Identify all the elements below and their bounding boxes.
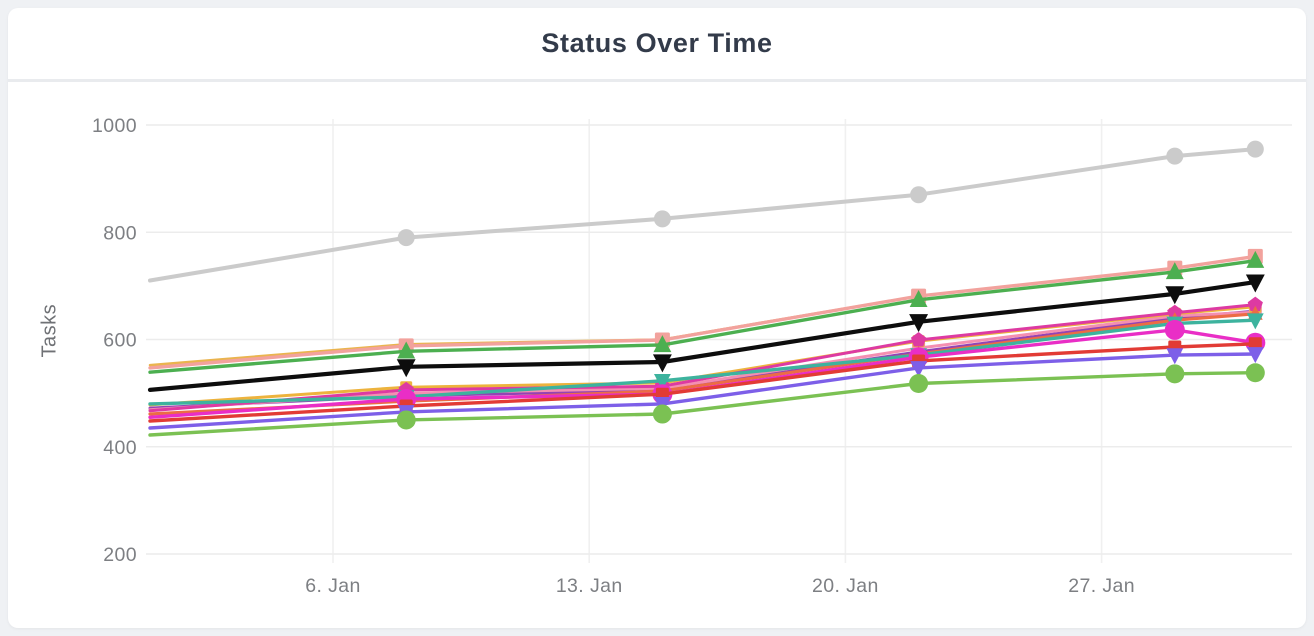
widget-body: Tasks 200 400 600 800 1000 6. Jan 13. Jan 20. J… bbox=[8, 82, 1306, 625]
data-point-black[interactable] bbox=[652, 354, 672, 373]
data-point-magenta[interactable] bbox=[1164, 319, 1185, 340]
data-point-light-green[interactable] bbox=[652, 404, 672, 424]
series-line-red bbox=[148, 342, 1258, 423]
data-point-light-green[interactable] bbox=[909, 373, 929, 393]
series-line-yellow-top bbox=[148, 255, 1257, 367]
data-point-magenta-pink[interactable] bbox=[911, 332, 927, 347]
data-point-light-gray[interactable] bbox=[1166, 147, 1184, 165]
data-point-green[interactable] bbox=[397, 341, 416, 359]
x-tick-label: 13. Jan bbox=[556, 575, 623, 597]
data-point-teal[interactable] bbox=[654, 373, 671, 390]
data-point-black[interactable] bbox=[1165, 286, 1185, 305]
series-line-violet bbox=[148, 352, 1258, 430]
data-point-green[interactable] bbox=[909, 290, 928, 308]
series-line-light-green bbox=[148, 371, 1258, 437]
data-point-light-green[interactable] bbox=[396, 410, 416, 430]
data-point-light-green[interactable] bbox=[1165, 364, 1185, 384]
x-tick-label: 27. Jan bbox=[1068, 575, 1135, 597]
data-point-light-gray[interactable] bbox=[653, 210, 671, 228]
data-point-light-gray[interactable] bbox=[397, 229, 415, 247]
y-tick-label: 800 bbox=[103, 222, 137, 244]
data-point-green[interactable] bbox=[653, 335, 672, 353]
status-line-chart[interactable]: 200 400 600 800 1000 6. Jan 13. Jan 20. Jan 27. … bbox=[8, 82, 1306, 625]
data-point-magenta-pink[interactable] bbox=[1167, 304, 1183, 320]
data-point-green[interactable] bbox=[1165, 262, 1184, 280]
y-tick-label: 600 bbox=[103, 330, 137, 352]
data-point-magenta-pink[interactable] bbox=[1247, 296, 1263, 312]
data-point-black[interactable] bbox=[396, 359, 416, 378]
data-point-green[interactable] bbox=[1246, 250, 1265, 268]
series-line-teal bbox=[148, 318, 1258, 406]
chart-title: Status Over Time bbox=[541, 28, 773, 58]
data-point-light-gray[interactable] bbox=[1246, 140, 1264, 158]
data-point-black[interactable] bbox=[1245, 274, 1265, 293]
data-point-light-gray[interactable] bbox=[910, 186, 928, 204]
series-line-light-gray bbox=[148, 147, 1258, 283]
y-tick-label: 400 bbox=[103, 437, 137, 459]
x-tick-label: 20. Jan bbox=[812, 575, 879, 597]
series-line-black bbox=[147, 280, 1258, 392]
widget-header: Status Over Time bbox=[8, 8, 1306, 82]
series-line-magenta bbox=[148, 328, 1258, 419]
data-point-violet[interactable] bbox=[1246, 347, 1264, 364]
status-over-time-widget: Status Over Time Tasks 200 400 600 800 1000 6… bbox=[8, 8, 1306, 628]
data-point-light-green[interactable] bbox=[1245, 363, 1265, 383]
series-line-green bbox=[148, 259, 1258, 374]
data-point-red[interactable] bbox=[1248, 337, 1262, 351]
data-point-black[interactable] bbox=[909, 314, 929, 333]
data-point-violet[interactable] bbox=[910, 361, 927, 378]
y-tick-label: 200 bbox=[103, 544, 137, 566]
x-tick-label: 6. Jan bbox=[305, 575, 361, 597]
data-point-teal[interactable] bbox=[1246, 313, 1264, 330]
y-tick-label: 1000 bbox=[92, 115, 137, 137]
data-point-violet[interactable] bbox=[1166, 348, 1184, 365]
series-line-magenta-pink bbox=[148, 303, 1257, 413]
series-line-salmon bbox=[148, 254, 1258, 370]
